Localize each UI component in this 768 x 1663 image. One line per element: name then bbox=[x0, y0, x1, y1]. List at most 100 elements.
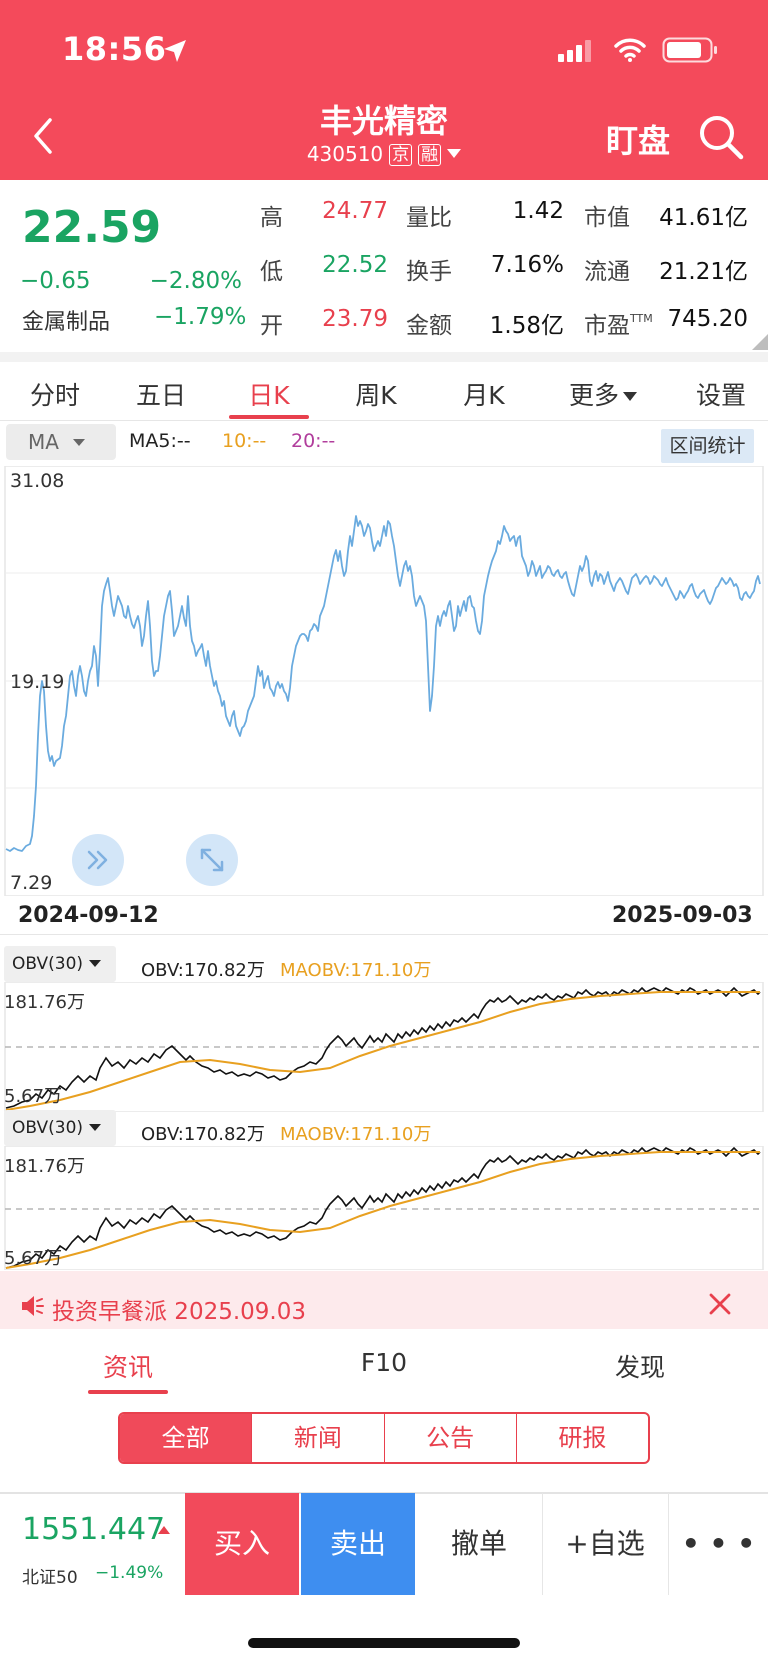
maobv-line-2 bbox=[5, 1151, 760, 1269]
stock-name: 丰光精密 bbox=[319, 102, 448, 140]
cellular-signal-icon bbox=[558, 40, 591, 62]
segment-research[interactable]: 研报 bbox=[558, 1424, 607, 1452]
status-time: 18:56 bbox=[62, 30, 167, 68]
price-axis-mid: 19.19 bbox=[10, 671, 65, 693]
add-watchlist-button[interactable]: +自选 bbox=[565, 1527, 645, 1560]
index-name: 北证50 bbox=[22, 1568, 78, 1588]
price-axis-min: 7.29 bbox=[10, 872, 53, 894]
announcement-banner[interactable] bbox=[0, 1271, 768, 1329]
search-icon[interactable] bbox=[696, 112, 746, 162]
announcement-text[interactable]: 投资早餐派 2025.09.03 bbox=[52, 1299, 306, 1325]
segment-news[interactable]: 新闻 bbox=[252, 1414, 385, 1462]
chevron-down-icon bbox=[72, 439, 85, 446]
expand-corner-icon[interactable] bbox=[752, 334, 768, 350]
index-change: −1.49% bbox=[95, 1563, 164, 1583]
obv-indicator-select-2[interactable]: OBV(30) bbox=[4, 1110, 116, 1146]
exchange-badge: 京 bbox=[389, 144, 413, 166]
stat-value-volume-ratio: 1.42 bbox=[512, 198, 564, 224]
chevron-down-icon bbox=[89, 1124, 102, 1131]
tab-news-info[interactable]: 资讯 bbox=[102, 1353, 153, 1382]
obv-indicator-select[interactable]: OBV(30) bbox=[4, 946, 116, 982]
tab-discover[interactable]: 发现 bbox=[614, 1353, 665, 1382]
watch-button[interactable]: 盯盘 bbox=[606, 122, 671, 160]
obv-axis-min-2: 5.67万 bbox=[4, 1248, 63, 1269]
stat-value-amount: 1.58亿 bbox=[489, 313, 564, 339]
sell-button[interactable]: 卖出 bbox=[301, 1493, 415, 1595]
speaker-icon bbox=[22, 1296, 44, 1316]
obv-axis-min: 5.67万 bbox=[4, 1086, 63, 1107]
stat-value-low: 22.52 bbox=[322, 252, 388, 278]
chevron-down-icon bbox=[623, 392, 637, 401]
tabs-divider bbox=[0, 420, 768, 421]
stat-value-turnover: 7.16% bbox=[490, 252, 564, 278]
scroll-forward-button[interactable] bbox=[72, 834, 124, 886]
range-stats-button[interactable]: 区间统计 bbox=[661, 429, 754, 463]
chevron-down-icon bbox=[89, 960, 102, 967]
tab-settings[interactable]: 设置 bbox=[695, 381, 746, 410]
stat-label-open: 开 bbox=[260, 313, 283, 339]
price-change: −0.65 bbox=[20, 268, 91, 294]
back-chevron-icon[interactable] bbox=[30, 116, 56, 156]
stat-value-high: 24.77 bbox=[322, 198, 388, 224]
stat-label-pe: 市盈TTM bbox=[584, 312, 653, 339]
tab-five-day[interactable]: 五日 bbox=[135, 381, 186, 410]
maobv-value-2: MAOBV:171.10万 bbox=[280, 1124, 432, 1145]
location-arrow-icon bbox=[164, 40, 186, 62]
stat-value-open: 23.79 bbox=[322, 306, 388, 332]
buy-button[interactable]: 买入 bbox=[185, 1493, 299, 1595]
stat-value-float-cap: 21.21亿 bbox=[659, 259, 748, 285]
chart-divider bbox=[0, 934, 768, 935]
chevron-down-icon bbox=[447, 149, 462, 158]
segment-announcements[interactable]: 公告 bbox=[385, 1414, 517, 1462]
stat-label-low: 低 bbox=[260, 259, 283, 285]
maobv-value: MAOBV:171.10万 bbox=[280, 960, 432, 981]
content-filter-segment: 全部 新闻 公告 研报 bbox=[118, 1412, 650, 1464]
stat-label-turnover: 换手 bbox=[406, 259, 452, 285]
active-tab-underline bbox=[229, 415, 309, 419]
stat-label-market-cap: 市值 bbox=[584, 205, 630, 231]
ma-indicator-select[interactable]: MA bbox=[6, 424, 116, 460]
action-divider bbox=[668, 1493, 669, 1595]
obv-axis-max: 181.76万 bbox=[4, 992, 85, 1013]
double-chevron-right-icon bbox=[87, 850, 108, 870]
ma5-value: MA5:-- bbox=[129, 430, 191, 452]
stat-value-market-cap: 41.61亿 bbox=[659, 205, 748, 231]
fullscreen-button[interactable] bbox=[186, 834, 238, 886]
obv-chart[interactable] bbox=[0, 982, 768, 1112]
battery-icon bbox=[662, 37, 717, 63]
price-axis-max: 31.08 bbox=[10, 470, 65, 492]
tab-more[interactable]: 更多 bbox=[560, 376, 646, 412]
cancel-order-button[interactable]: 撤单 bbox=[450, 1527, 507, 1560]
more-button[interactable]: • • • bbox=[681, 1527, 756, 1560]
action-divider bbox=[542, 1493, 543, 1595]
tab-weekly-k[interactable]: 周K bbox=[355, 381, 397, 410]
expand-arrows-icon bbox=[200, 848, 224, 872]
stock-code: 430510 bbox=[306, 142, 384, 166]
tab-daily-k[interactable]: 日K bbox=[248, 381, 290, 410]
header-bar: 18:56 丰光精密 430510 京融 盯盘 bbox=[0, 0, 768, 180]
index-value[interactable]: 1551.447 bbox=[22, 1512, 166, 1547]
price-line bbox=[5, 515, 761, 852]
stock-code-row[interactable]: 430510 京融 bbox=[0, 142, 768, 166]
close-icon[interactable] bbox=[708, 1292, 732, 1316]
ma10-value: 10:-- bbox=[222, 430, 267, 452]
tab-f10[interactable]: F10 bbox=[360, 1348, 408, 1377]
ma20-value: 20:-- bbox=[291, 430, 336, 452]
tab-intraday[interactable]: 分时 bbox=[29, 381, 80, 410]
obv-axis-max-2: 181.76万 bbox=[4, 1156, 85, 1177]
maobv-line bbox=[5, 991, 760, 1111]
segment-all[interactable]: 全部 bbox=[120, 1414, 253, 1462]
home-indicator bbox=[248, 1638, 520, 1648]
obv-line-2 bbox=[5, 1146, 761, 1269]
chart-start-date: 2024-09-12 bbox=[18, 903, 159, 928]
chart-end-date: 2025-09-03 bbox=[612, 903, 753, 928]
obv-chart-2[interactable] bbox=[0, 1146, 768, 1270]
obv-value-2: OBV:170.82万 bbox=[141, 1124, 265, 1145]
obv-value: OBV:170.82万 bbox=[141, 960, 265, 981]
obv-line bbox=[5, 986, 761, 1109]
price-chart[interactable] bbox=[0, 466, 768, 896]
wifi-icon bbox=[614, 38, 646, 62]
stat-label-volume-ratio: 量比 bbox=[406, 205, 452, 231]
tab-monthly-k[interactable]: 月K bbox=[463, 381, 505, 410]
sector-name[interactable]: 金属制品 bbox=[22, 310, 111, 335]
